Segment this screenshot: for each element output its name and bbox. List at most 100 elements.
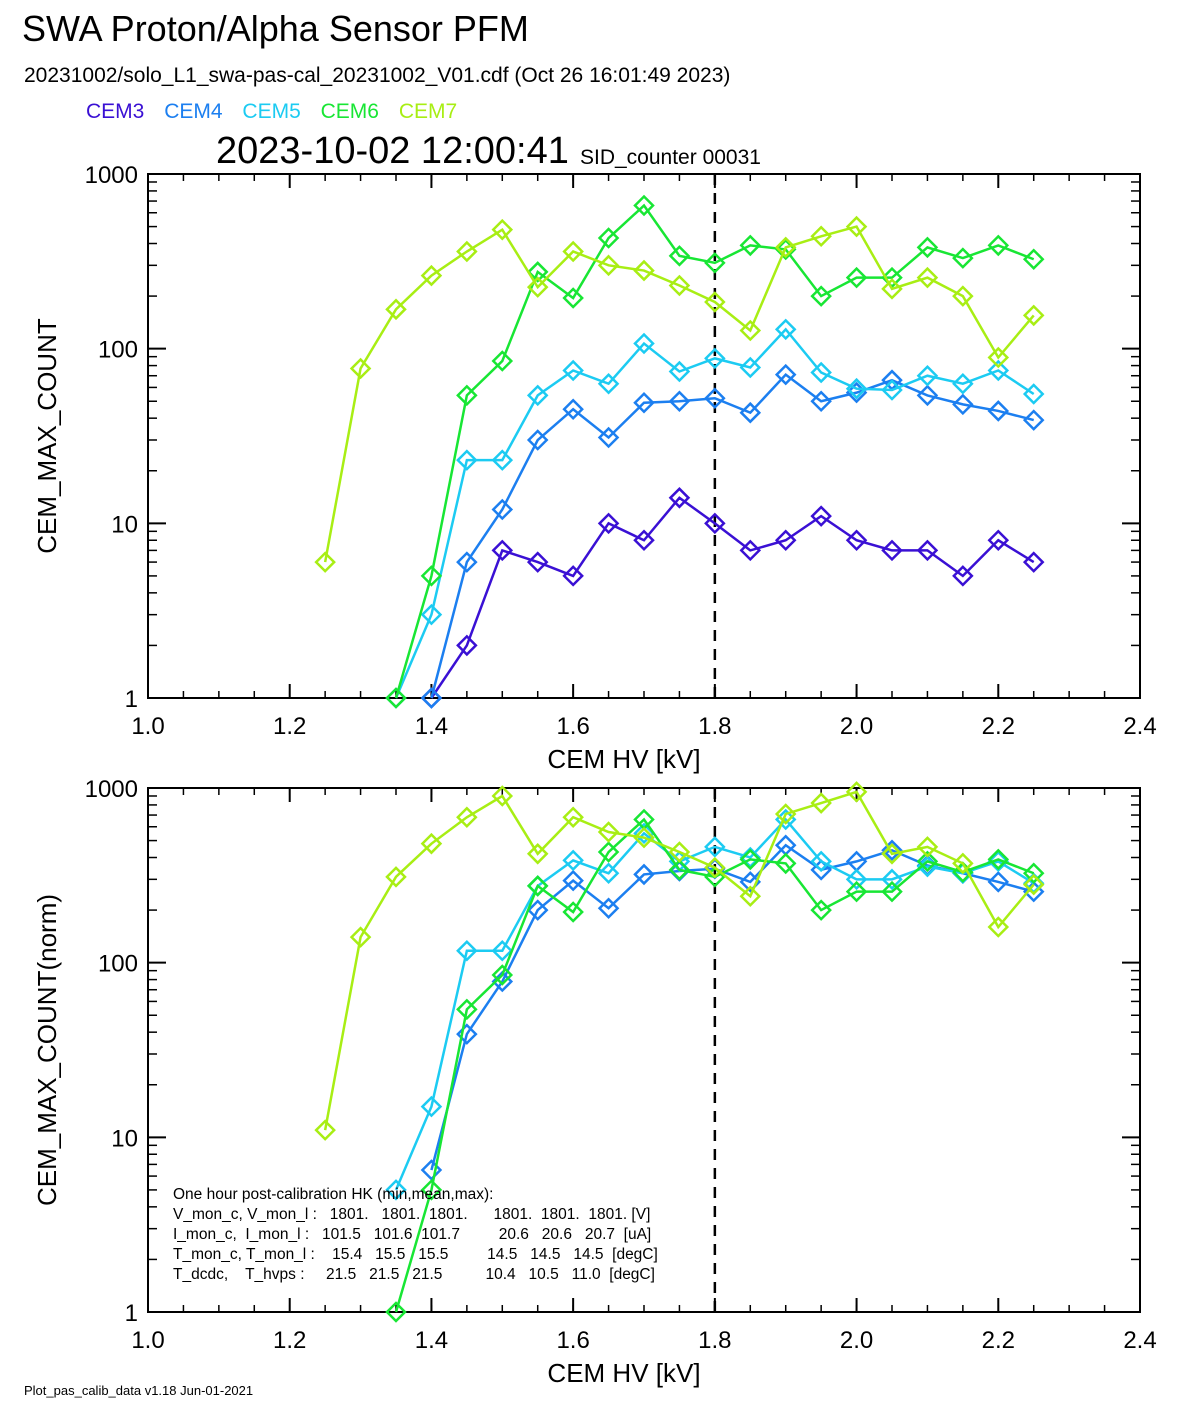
data-point [491,939,514,962]
data-point [385,687,407,709]
data-point [774,363,797,386]
data-point [881,843,903,865]
data-point [987,871,1010,893]
data-point [491,498,514,521]
data-point [952,247,974,269]
data-point [810,361,832,384]
data-point [668,360,691,383]
data-point [952,372,974,395]
data-point [1022,873,1045,896]
data-point [562,359,584,382]
hk-line: I_mon_c, I_mon_l : 101.5 101.6 101.7 20.… [173,1226,651,1243]
series-line [394,203,1035,699]
x-tick-label: 2.2 [982,713,1015,740]
x-tick-label: 1.4 [415,1327,448,1354]
data-point [881,868,903,891]
legend: CEM3 CEM4 CEM5 CEM6 CEM7 [86,100,471,124]
data-point [704,512,726,535]
hk-annotation: One hour post-calibration HK (min,mean,m… [173,1186,658,1283]
data-point [633,529,655,552]
data-point [704,856,726,879]
data-point [739,356,762,379]
series-cem4 [420,834,1045,1181]
data-point [952,285,974,307]
data-point [456,449,478,471]
data-point [349,357,372,380]
data-point [420,687,443,709]
data-point [420,565,443,587]
data-point [810,285,832,307]
x-axis-title: CEM HV [kV] [547,744,700,774]
data-point [704,836,726,858]
data-point [916,364,939,387]
data-point [385,298,407,321]
data-point [1022,383,1045,405]
data-point [633,863,655,886]
y-tick-label: 10 [111,1125,138,1152]
data-point [987,529,1010,552]
legend-cem4: CEM4 [164,100,223,123]
data-point [597,426,620,449]
data-point [845,868,868,891]
legend-cem7: CEM7 [398,100,458,123]
data-point [597,227,620,249]
data-point [668,390,691,413]
data-point [845,215,868,238]
data-point [774,529,797,552]
data-point [456,1023,478,1045]
y-axis-title: CEM_MAX_COUNT(norm) [32,894,62,1206]
series-line [394,817,1035,1191]
data-point [526,899,549,921]
data-point [526,875,549,897]
data-point [987,916,1010,938]
data-point [526,276,549,298]
x-tick-label: 1.8 [698,1327,731,1354]
data-point [668,487,691,509]
data-point [456,551,478,573]
data-point [774,236,797,259]
series-line [430,843,1035,1171]
data-point [987,400,1010,422]
data-point [597,841,620,863]
series-line [323,790,1035,1131]
data-point [845,266,868,289]
data-point [1022,304,1045,327]
data-point [491,964,514,986]
chart-1: 1.0 1.2 1.4 1.6 1.8 2.0 2.2 2.4 1 10 100 1000 CEM HV… [32,162,1157,774]
data-point [526,551,549,573]
series-line [430,496,1035,699]
x-tick-label: 1.6 [556,1327,589,1354]
data-point [739,319,762,342]
file-subtitle: 20231002/solo_L1_swa-pas-cal_20231002_V0… [24,64,731,87]
data-point [597,897,620,919]
data-point [952,852,974,875]
data-point [633,332,655,355]
data-point [881,839,903,862]
data-point [562,565,584,587]
data-point [491,785,514,807]
data-point [491,449,514,471]
data-point [491,350,514,372]
data-point [987,346,1010,369]
chart-2: 1.0 1.2 1.4 1.6 1.8 2.0 2.2 2.4 1 10 100 1000 CEM HV… [32,776,1157,1388]
series-cem7 [314,215,1045,573]
data-point [845,880,868,903]
data-point [597,254,620,277]
data-point [739,234,762,257]
data-point [562,287,584,309]
hk-line: T_mon_c, T_mon_l : 15.4 15.5 15.5 14.5 1… [173,1246,658,1263]
data-point [1022,248,1045,271]
data-point [420,1095,443,1118]
data-point [810,899,832,921]
footer-version: Plot_pas_calib_data v1.18 Jun-01-2021 [24,1383,254,1398]
y-tick-label: 100 [98,951,138,978]
y-tick-label: 1 [125,686,138,713]
y-tick-label: 1000 [85,162,138,189]
data-point [420,264,443,287]
series-cem3 [420,487,1045,709]
plot-frame [147,173,1141,699]
data-point [420,1179,443,1201]
series-line [323,225,1035,563]
data-point [668,245,691,267]
